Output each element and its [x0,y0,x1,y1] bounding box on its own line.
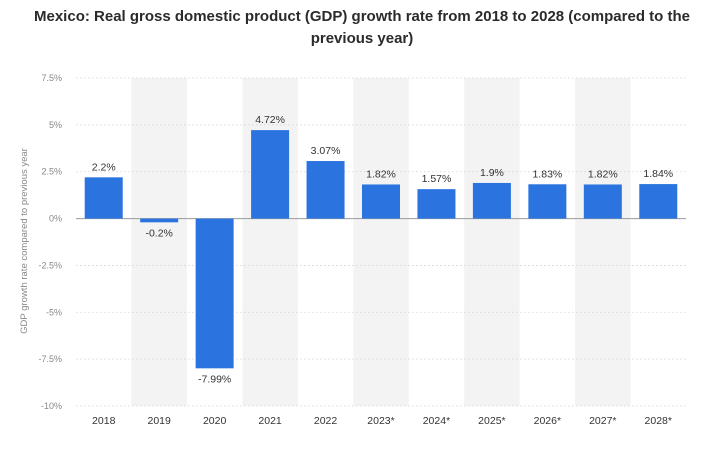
data-label: 1.83% [532,168,562,180]
y-tick-label: -10% [41,401,62,411]
data-label: 1.57% [422,173,452,185]
bar-2021[interactable] [251,130,290,219]
y-tick-label: 7.5% [41,73,62,83]
band-3 [242,78,298,406]
x-tick-label: 2019 [148,415,172,427]
data-label: 1.84% [643,168,673,180]
x-tick-label: 2024* [423,415,450,427]
alternating-bands [131,78,631,406]
bar-2024*[interactable] [417,189,456,219]
bar-2026*[interactable] [528,184,567,219]
bar-2018[interactable] [84,177,123,219]
x-tick-label: 2026* [534,415,561,427]
bar-2022[interactable] [306,161,345,219]
bars [84,130,678,369]
data-label: -0.2% [145,227,172,239]
band-1 [131,78,187,406]
data-label: 2.2% [92,161,116,173]
y-axis-title: GDP growth rate compared to previous yea… [19,148,30,334]
data-label: 1.9% [480,167,504,179]
x-axis-categories: 2018 2019 2020 2021 2022 2023* 2024* 2025* 2026*… [92,415,672,427]
y-tick-label: 5% [49,120,62,130]
bar-2028*[interactable] [639,184,678,219]
x-tick-label: 2028* [645,415,672,427]
y-tick-label: 2.5% [41,167,62,177]
data-label: -7.99% [198,373,231,385]
y-tick-label: -2.5% [38,260,62,270]
x-tick-label: 2018 [92,415,116,427]
y-tick-label: -7.5% [38,354,62,364]
x-tick-label: 2027* [589,415,616,427]
bar-2023*[interactable] [362,184,400,219]
y-tick-label: 0% [49,214,62,224]
y-tick-label: -5% [46,307,62,317]
band-5 [353,78,409,406]
band-7 [464,78,520,406]
x-tick-label: 2022 [314,415,338,427]
data-label: 3.07% [311,145,341,157]
data-label: 1.82% [366,168,396,180]
x-tick-label: 2025* [478,415,505,427]
x-tick-label: 2020 [203,415,227,427]
y-axis-ticks: 7.5% 5% 2.5% 0% -2.5% -5% -7.5% -10% [38,73,62,411]
data-label: 1.82% [588,168,618,180]
bar-2027*[interactable] [583,184,622,219]
bar-2019[interactable] [140,218,179,223]
chart-title: Mexico: Real gross domestic product (GDP… [34,8,690,47]
bar-2025*[interactable] [472,182,511,219]
data-label: 4.72% [255,114,285,126]
data-labels: 2.2% -0.2% -7.99% 4.72% 3.07% 1.82% 1.57% 1.9% 1… [92,114,673,385]
bar-2020[interactable] [195,218,234,369]
x-tick-label: 2023* [367,415,394,427]
band-9 [575,78,631,406]
x-tick-label: 2021 [258,415,282,427]
